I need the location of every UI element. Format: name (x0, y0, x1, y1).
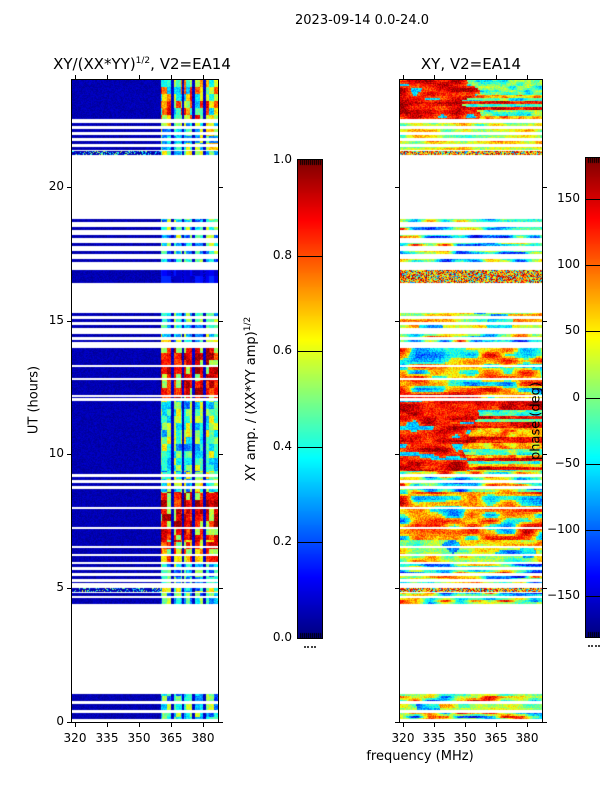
right-plot-title: XY, V2=EA14 (420, 55, 522, 73)
axis-tick (543, 187, 547, 188)
axis-tick (67, 454, 71, 455)
colorbar-left-canvas (298, 160, 322, 638)
colorbar-tick (298, 256, 322, 257)
left-plot-title-base: XY/(XX*YY) (53, 55, 136, 73)
left-plot-title-sup: 1/2 (135, 56, 151, 66)
colorbar-tick-label: 50 (564, 323, 580, 337)
axis-tick (67, 321, 71, 322)
x-tick-label: 350 (127, 731, 151, 745)
axis-tick (465, 75, 466, 79)
x-tick-label: 350 (453, 731, 477, 745)
colorbar-tick-label: 0.6 (272, 343, 292, 357)
colorbar-tick (586, 596, 600, 597)
axis-tick (107, 75, 108, 79)
colorbar-right-label: phase (deg) (528, 381, 544, 461)
axis-tick (527, 75, 528, 79)
y-tick-label: 5 (56, 580, 64, 594)
axis-tick (496, 723, 497, 727)
axis-tick (139, 723, 140, 727)
colorbar-tick (586, 265, 600, 266)
colorbar-left-label: XY amp. / (XX*YY amp)1/2 (243, 317, 259, 481)
axis-tick (75, 75, 76, 79)
axis-tick (203, 723, 204, 727)
colorbar-tick (586, 331, 600, 332)
axis-tick (395, 321, 399, 322)
heatmap-canvas-right (400, 80, 542, 722)
axis-tick (171, 75, 172, 79)
y-tick-label: 20 (48, 179, 64, 193)
axis-tick (219, 187, 223, 188)
axis-tick (543, 722, 547, 723)
axis-tick (395, 454, 399, 455)
colorbar-tick-label: 100 (557, 257, 580, 271)
x-tick-label: 380 (191, 731, 215, 745)
axis-tick (395, 187, 399, 188)
colorbar-tick-label: 0.0 (272, 630, 292, 644)
left-plot-title-rest: , V2=EA14 (150, 55, 231, 73)
colorbar-tick-label: 0.2 (272, 534, 292, 548)
colorbar-tick (586, 530, 600, 531)
colorbar-tick-label: −150 (547, 588, 580, 602)
axis-tick (403, 75, 404, 79)
axis-tick (203, 75, 204, 79)
axis-tick (107, 723, 108, 727)
axis-tick (395, 588, 399, 589)
colorbar-tick (298, 542, 322, 543)
colorbar-left-label-sup: 1/2 (242, 316, 253, 332)
heatmap-canvas-left (72, 80, 218, 722)
axis-tick (543, 321, 547, 322)
colorbar-tick-label: 0.4 (272, 439, 292, 453)
colorbar-right-canvas (586, 158, 600, 637)
colorbar-right-minorticks (588, 645, 600, 647)
axis-tick (465, 723, 466, 727)
axis-tick (139, 75, 140, 79)
x-axis-label: frequency (MHz) (366, 749, 474, 764)
axis-tick (496, 75, 497, 79)
colorbar-tick (586, 464, 600, 465)
x-tick-label: 365 (159, 731, 183, 745)
axis-tick (67, 722, 71, 723)
axis-tick (219, 321, 223, 322)
x-tick-label: 335 (422, 731, 446, 745)
colorbar-tick-label: 0.8 (272, 248, 292, 262)
colorbar-tick (586, 199, 600, 200)
colorbar-tick (586, 398, 600, 399)
x-tick-label: 320 (391, 731, 415, 745)
axis-tick (527, 723, 528, 727)
colorbar-tick-label: 0 (572, 390, 580, 404)
axis-tick (403, 723, 404, 727)
colorbar-tick-label: 1.0 (272, 152, 292, 166)
x-tick-label: 380 (515, 731, 539, 745)
axis-tick (67, 187, 71, 188)
colorbar-tick (298, 351, 322, 352)
y-tick-label: 15 (48, 313, 64, 327)
axis-tick (171, 723, 172, 727)
axis-tick (543, 588, 547, 589)
colorbar-tick-label: −100 (547, 522, 580, 536)
x-tick-label: 335 (95, 731, 119, 745)
colorbar-left-minorticks (304, 646, 316, 648)
axis-tick (543, 454, 547, 455)
axis-tick (219, 588, 223, 589)
x-tick-label: 365 (484, 731, 508, 745)
colorbar-tick-label: 150 (557, 191, 580, 205)
axis-tick (395, 722, 399, 723)
colorbar-tick (298, 447, 322, 448)
x-tick-label: 320 (63, 731, 87, 745)
colorbar-tick-label: −50 (554, 456, 580, 470)
axis-tick (434, 723, 435, 727)
figure-title: 2023-09-14 0.0-24.0 (295, 13, 429, 28)
axis-tick (219, 722, 223, 723)
axis-tick (434, 75, 435, 79)
left-plot-title: XY/(XX*YY)1/2, V2=EA14 (53, 55, 231, 73)
y-tick-label: 10 (48, 446, 64, 460)
y-tick-label: 0 (56, 714, 64, 728)
axis-tick (219, 454, 223, 455)
axis-tick (67, 588, 71, 589)
axis-tick (75, 723, 76, 727)
y-axis-label: UT (hours) (26, 365, 42, 435)
